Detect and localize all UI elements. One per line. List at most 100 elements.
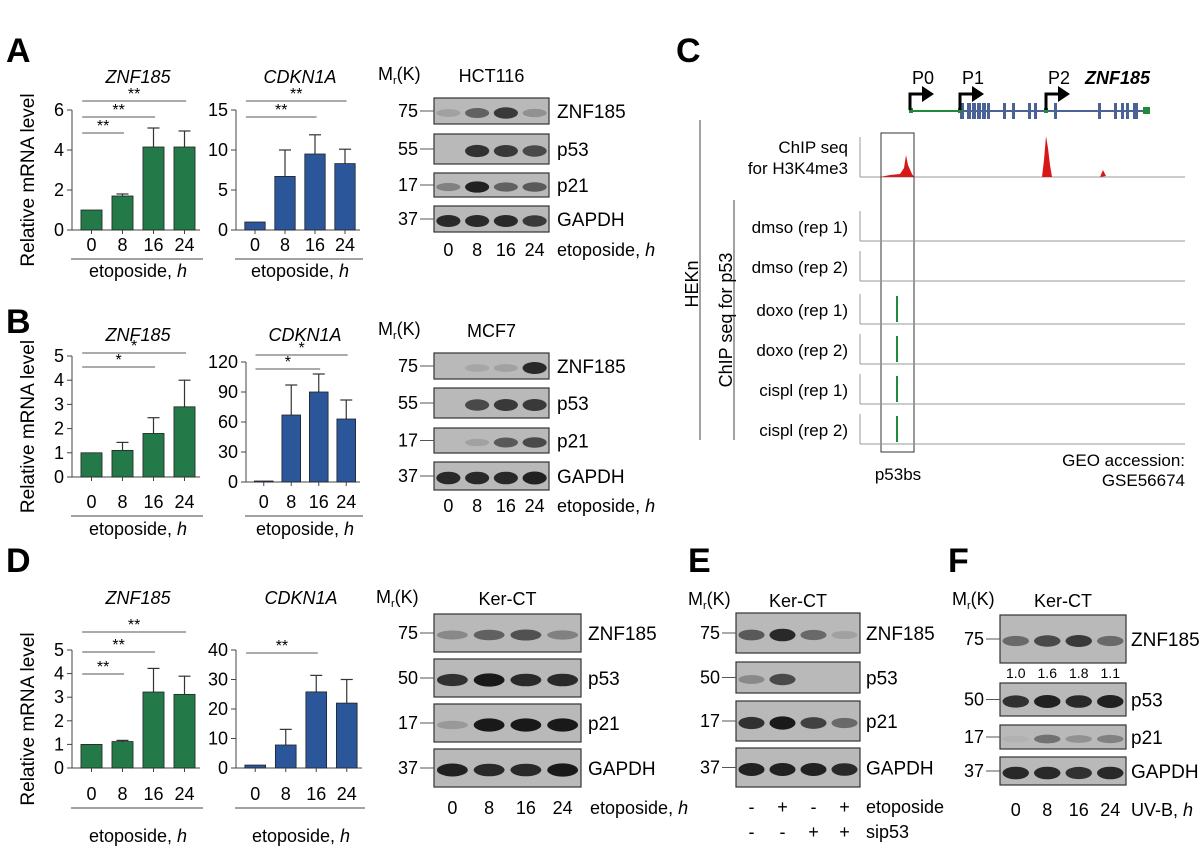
- exon: [982, 103, 986, 119]
- marker-size-label: 37: [398, 758, 418, 778]
- mr-m: M: [378, 64, 393, 84]
- lane-label: 16: [1069, 800, 1089, 820]
- track-label: cispl (rep 1): [759, 381, 848, 400]
- panel-letter-a: A: [6, 32, 31, 70]
- x-tick-label: 8: [281, 784, 291, 804]
- mr-m: M: [688, 589, 703, 609]
- y-tick-label: 5: [54, 346, 64, 366]
- chip-seq-panel: P0 P1 P2 ZNF185 HEKn ChIP seq for p53 ChIP seq…: [682, 68, 1185, 490]
- x-tick-label: 16: [309, 492, 329, 512]
- marker-size-label: 17: [398, 175, 418, 195]
- protein-band: [436, 673, 468, 687]
- panel-letter-f: F: [948, 542, 969, 580]
- molecular-weight-header: Mr(K): [378, 64, 421, 87]
- marker-size-label: 75: [700, 623, 720, 643]
- y-axis-label: Relative mRNA level: [18, 340, 39, 513]
- x-tick-label: 24: [174, 235, 194, 255]
- promoter-label: P2: [1048, 68, 1070, 88]
- bar: [308, 391, 329, 483]
- condition-text: UV-B,: [1131, 800, 1183, 820]
- protein-band: [738, 763, 765, 776]
- x-tick-label: 0: [86, 235, 96, 255]
- bar: [142, 433, 165, 478]
- bar: [111, 195, 134, 231]
- chip-peak: [1042, 136, 1052, 177]
- bar: [335, 702, 358, 769]
- x-tick-label: 8: [286, 492, 296, 512]
- x-axis-label-unit: h: [177, 261, 187, 281]
- lane-label: 8: [1042, 800, 1052, 820]
- marker-size-label: 17: [700, 711, 720, 731]
- bar: [281, 414, 301, 483]
- marker-size-label: 50: [700, 668, 720, 688]
- y-tick-label: 120: [208, 352, 238, 372]
- promoter-arrow-icon: [958, 92, 972, 110]
- protein-label: p21: [866, 712, 898, 733]
- significance-label: **: [97, 659, 109, 676]
- cell-line-label: MCF7: [467, 321, 516, 341]
- bar: [244, 764, 267, 769]
- track-label: for H3K4me3: [748, 159, 848, 178]
- x-axis-label-unit: h: [177, 826, 187, 846]
- x-axis-label-unit: h: [340, 826, 350, 846]
- protein-band: [436, 720, 468, 730]
- cell-type-label: HEKn: [682, 260, 702, 307]
- x-tick-label: 24: [337, 784, 357, 804]
- track-label: doxo (rep 2): [756, 341, 848, 360]
- chart-title: ZNF185: [104, 588, 171, 608]
- x-tick-label: 0: [86, 492, 96, 512]
- protein-band: [769, 763, 796, 776]
- y-tick-label: 4: [54, 370, 64, 390]
- exon: [1012, 103, 1015, 119]
- western-blot-e: Mr(K) Ker-CT 75 ZNF185 50 p53 17 p21 37 GAPDH - + - +…: [688, 589, 944, 842]
- exon: [1133, 103, 1138, 119]
- chart-title: CDKN1A: [263, 67, 336, 87]
- promoter-p2-box: [1044, 108, 1048, 113]
- protein-label: p53: [1131, 691, 1163, 712]
- significance-label: **: [290, 86, 302, 103]
- mr-m: M: [952, 589, 967, 609]
- track-label: ChIP seq: [778, 138, 848, 157]
- mr-unit: (K): [397, 319, 421, 339]
- protein-band: [493, 182, 518, 192]
- western-blot-b: Mr(K) MCF7 75 ZNF185 55 p53 17 p21 37 GAPDH 0 8 16 24…: [378, 319, 655, 516]
- protein-label: p53: [557, 140, 589, 161]
- x-tick-label: 8: [117, 784, 127, 804]
- protein-band: [493, 214, 518, 228]
- exon: [977, 103, 981, 119]
- treatment-sign: +: [777, 797, 788, 817]
- mr-unit: (K): [707, 589, 731, 609]
- protein-band: [465, 471, 490, 485]
- protein-band: [493, 437, 518, 448]
- protein-band: [473, 718, 505, 732]
- protein-label: p21: [557, 176, 589, 197]
- western-blot-a: Mr(K) HCT116 75 ZNF185 55 p53 17 p21 37 GAPDH 0 8 16…: [378, 64, 655, 260]
- protein-band: [436, 471, 461, 485]
- treatment-sign: +: [808, 822, 819, 842]
- lane-label: 16: [496, 240, 516, 260]
- condition-text: etoposide,: [590, 798, 678, 818]
- x-tick-label: 0: [250, 235, 260, 255]
- treatment-label: sip53: [866, 822, 909, 842]
- bar: [111, 449, 134, 478]
- protein-band: [522, 108, 547, 118]
- exon: [1028, 103, 1031, 119]
- protein-band: [547, 673, 579, 687]
- exon: [987, 103, 990, 119]
- panel-letter-b: B: [6, 303, 31, 341]
- marker-size-label: 50: [964, 690, 984, 710]
- treatment-label: etoposide: [866, 797, 944, 817]
- y-tick-label: 90: [218, 382, 238, 402]
- x-tick-label: 24: [174, 492, 194, 512]
- mr-unit: (K): [971, 589, 995, 609]
- protein-band: [465, 214, 490, 228]
- protein-band: [1065, 635, 1092, 647]
- x-axis-label-text: etoposide,: [252, 826, 340, 846]
- mr-subscript: r: [393, 330, 397, 342]
- lane-label: 0: [443, 496, 453, 516]
- bar: [80, 452, 103, 478]
